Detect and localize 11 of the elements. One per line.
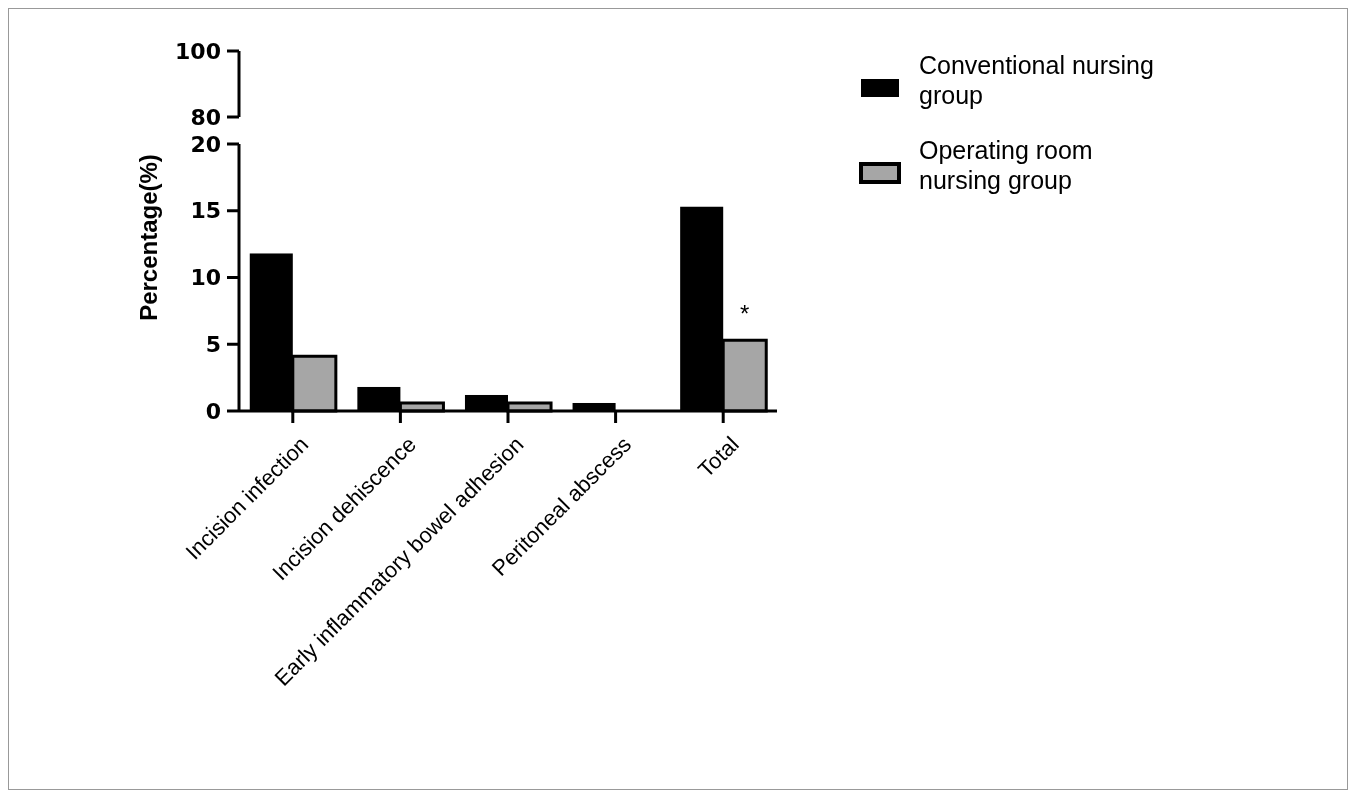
legend-label: Conventional nursing group xyxy=(919,51,1154,109)
legend-label: Operating room nursing group xyxy=(919,136,1093,194)
y-tick-label: 5 xyxy=(205,331,221,357)
y-tick-label: 15 xyxy=(190,198,221,224)
y-tick-label: 20 xyxy=(190,131,221,157)
text: 100 xyxy=(175,38,221,64)
annotation: * xyxy=(740,300,750,328)
y-tick-label: 10 xyxy=(190,265,221,291)
y-axis-title: Percentage(%) xyxy=(135,154,162,321)
y-tick-label: 0 xyxy=(205,398,221,424)
text: 80 xyxy=(190,104,221,130)
